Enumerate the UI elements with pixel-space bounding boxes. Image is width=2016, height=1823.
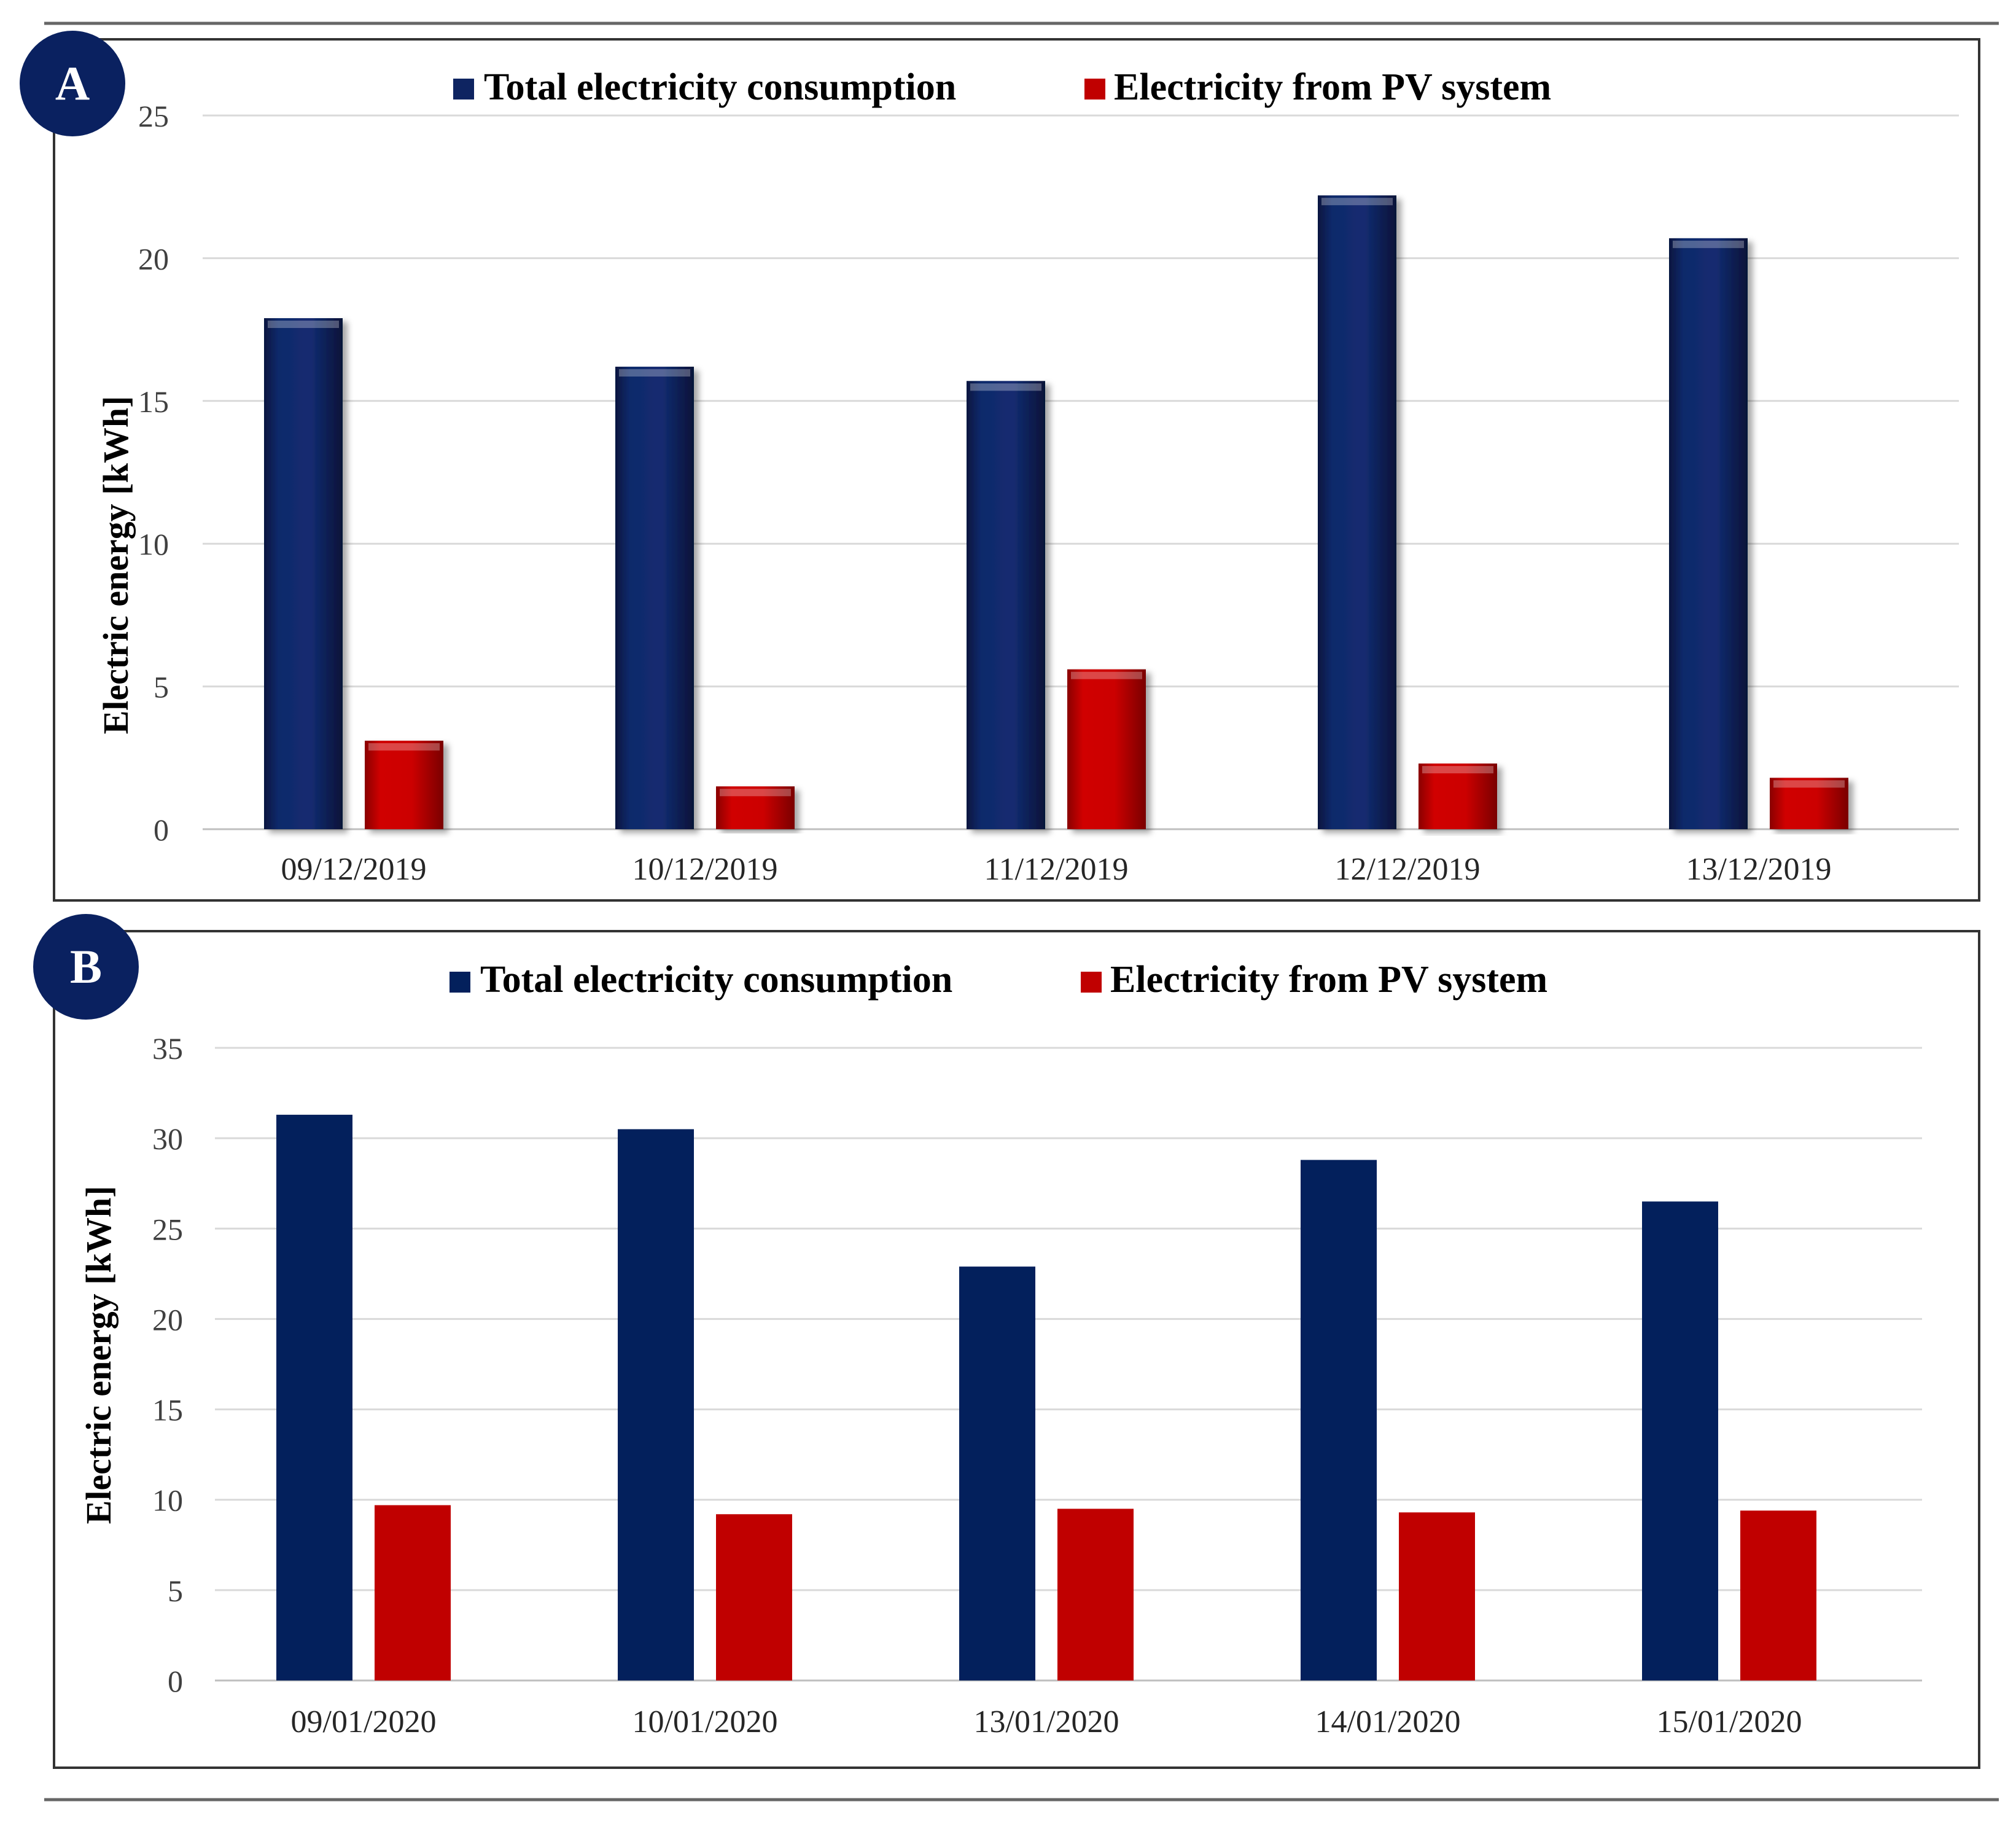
panel-a-bar-pv — [365, 740, 443, 829]
panel-a-gridlines — [203, 114, 1959, 830]
panel-b-legend-label-pv: Electricity from PV system — [1110, 959, 1547, 1001]
panel-a-bar-total — [615, 367, 694, 829]
panel-a-bar-bevel — [1321, 198, 1393, 206]
panel-b-bar-total — [1642, 1201, 1718, 1681]
panel-b-y-tick-label: 35 — [152, 1031, 183, 1066]
panel-b-y-tick-label: 0 — [168, 1664, 183, 1698]
panel-a-y-ticks: 0 5 10 15 20 25 — [138, 99, 169, 847]
panel-a-legend: Total electricity consumption Electricit… — [453, 66, 1551, 108]
panel-b-y-tick-label: 10 — [152, 1483, 183, 1518]
panel-b-badge-letter: B — [70, 940, 102, 993]
panel-b-x-tick-label: 10/01/2020 — [632, 1704, 778, 1739]
panel-b-bar-total — [959, 1267, 1035, 1681]
panel-a-x-tick-label: 10/12/2019 — [632, 852, 778, 887]
panel-a-y-axis-label: Electric energy [kWh] — [96, 396, 136, 735]
panel-a-bar-total — [264, 318, 343, 829]
panel-b-bar-pv — [1057, 1509, 1134, 1681]
panel-b-bar-pv — [716, 1514, 792, 1681]
panel-a-x-tick-label: 13/12/2019 — [1686, 852, 1832, 887]
panel-a-bar-bevel — [1673, 240, 1744, 248]
panel-a-bar-pv — [1419, 763, 1497, 829]
panel-b-y-ticks: 0 5 10 15 20 25 30 35 — [152, 1031, 183, 1698]
panel-b-legend-label-total: Total electricity consumption — [480, 959, 952, 1001]
panel-b-y-tick-label: 20 — [152, 1302, 183, 1337]
panel-b-legend: Total electricity consumption Electricit… — [450, 959, 1547, 1001]
panel-a-y-tick-label: 15 — [138, 385, 169, 419]
panel-b-bars — [276, 1114, 1816, 1681]
panel-a-legend-label-pv: Electricity from PV system — [1114, 66, 1551, 108]
panel-a-bar-pv — [716, 786, 795, 829]
panel-b-y-tick-label: 25 — [152, 1212, 183, 1246]
panel-b-bar-total — [1301, 1160, 1377, 1681]
panel-b-bar-total — [618, 1129, 694, 1681]
panel-a-chart: 0 5 10 15 20 25 09/12/2019 10/12/2019 11/12/201… — [20, 31, 1980, 902]
panel-a-bar-bevel — [368, 743, 440, 751]
panel-a-bar-total — [1669, 238, 1748, 829]
panel-a-bars — [264, 195, 1848, 829]
panel-b-legend-swatch-total — [450, 972, 470, 993]
panel-a-bar-total — [967, 381, 1045, 829]
panel-b-badge: B — [33, 914, 139, 1020]
panel-a-bar-bevel — [268, 321, 339, 329]
panel-b-bar-pv — [375, 1505, 451, 1681]
panel-b-y-tick-label: 5 — [168, 1574, 183, 1608]
panel-a-y-tick-label: 25 — [138, 99, 169, 133]
panel-b-bar-pv — [1740, 1510, 1816, 1681]
panel-a-bar-bevel — [970, 383, 1041, 391]
panel-b-bar-total — [276, 1114, 352, 1681]
panel-a-badge-letter: A — [55, 57, 90, 110]
panel-a-x-ticks: 09/12/2019 10/12/2019 11/12/2019 12/12/2019… — [281, 852, 1832, 887]
panel-a-bar-total — [1318, 195, 1396, 829]
panel-a-y-tick-label: 5 — [154, 670, 169, 705]
panel-a-legend-swatch-total — [453, 79, 474, 100]
panel-a-bar-pv — [1067, 669, 1146, 829]
panel-b-x-tick-label: 15/01/2020 — [1657, 1704, 1802, 1739]
panel-b-gridlines — [215, 1047, 1922, 1682]
panel-a-bar-bevel — [1071, 671, 1142, 679]
panel-a-bar-bevel — [720, 789, 791, 797]
panel-a-badge-circle — [20, 31, 125, 136]
panel-b-legend-swatch-pv — [1081, 972, 1102, 993]
panel-b-badge-circle — [33, 914, 139, 1020]
panel-a-legend-label-total: Total electricity consumption — [484, 66, 956, 108]
panel-a-bar-pv — [1770, 778, 1848, 829]
panel-a-bar-bevel — [1422, 766, 1493, 774]
panel-b-x-ticks: 09/01/2020 10/01/2020 13/01/2020 14/01/2020… — [291, 1704, 1802, 1739]
panel-a-bar-bevel — [1773, 780, 1845, 788]
panel-b-x-tick-label: 14/01/2020 — [1315, 1704, 1461, 1739]
panel-a-bar-bevel — [619, 369, 690, 377]
panel-a-x-tick-label: 09/12/2019 — [281, 852, 427, 887]
panel-b-y-tick-label: 15 — [152, 1393, 183, 1427]
panel-a-x-tick-label: 11/12/2019 — [984, 852, 1129, 887]
panel-b-y-axis-label: Electric energy [kWh] — [79, 1186, 119, 1524]
panel-b-bar-pv — [1399, 1512, 1475, 1681]
panel-b-x-tick-label: 13/01/2020 — [974, 1704, 1119, 1739]
panel-b-x-tick-label: 09/01/2020 — [291, 1704, 437, 1739]
panel-b-chart: 0 5 10 15 20 25 30 35 09/01/2020 10/01/2020 13/01… — [33, 914, 1980, 1769]
panel-a-y-tick-label: 20 — [138, 241, 169, 276]
panel-a-y-tick-label: 0 — [154, 813, 169, 847]
panel-b-y-tick-label: 30 — [152, 1122, 183, 1156]
panel-a-y-tick-label: 10 — [138, 527, 169, 561]
panel-a-x-tick-label: 12/12/2019 — [1335, 852, 1481, 887]
panel-a-legend-swatch-pv — [1084, 79, 1105, 100]
panel-a-badge: A — [20, 31, 125, 136]
